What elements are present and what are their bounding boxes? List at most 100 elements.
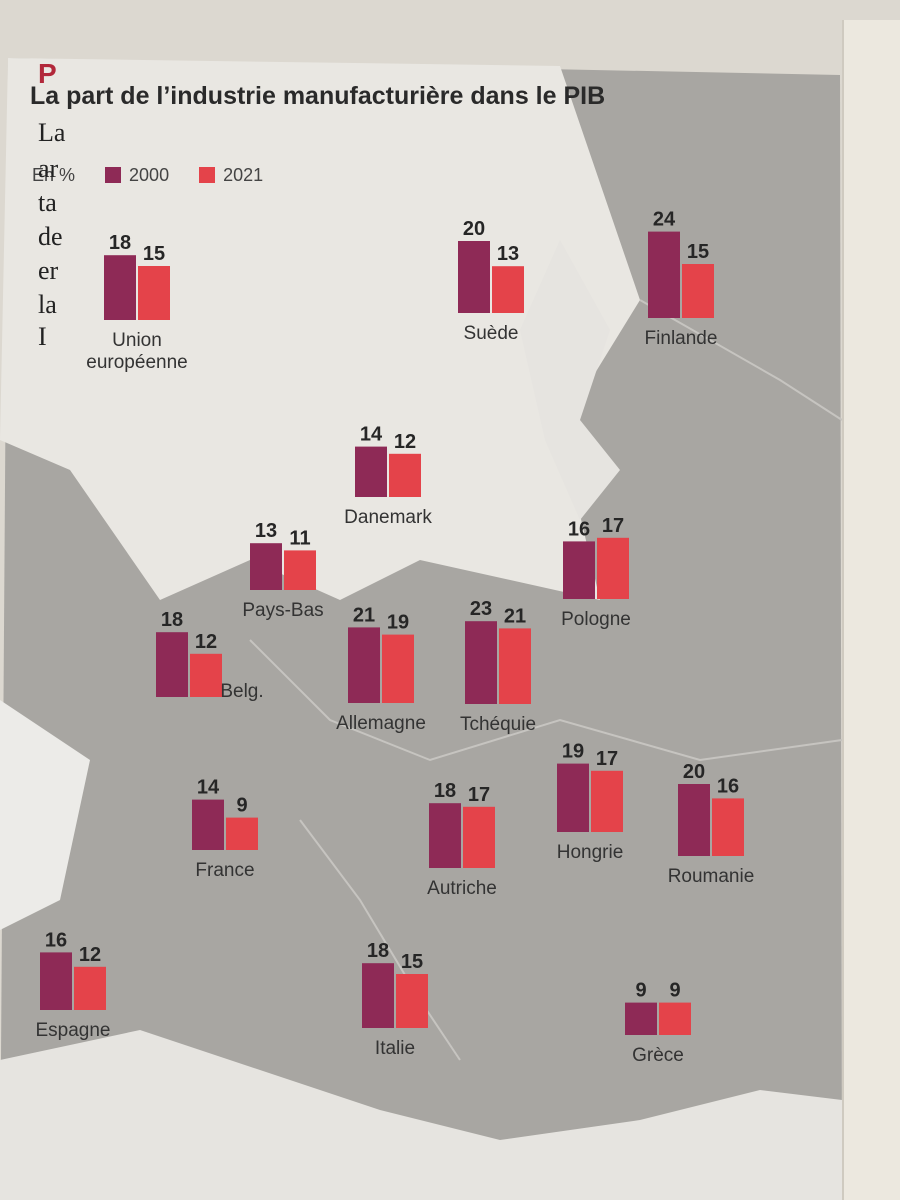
bar-group: 16 12 Espagne: [35, 929, 110, 1041]
bar-2000: [557, 763, 589, 832]
value-label-2000: 24: [653, 209, 676, 231]
bar-2000: [355, 446, 387, 497]
bar-2021: [463, 806, 495, 868]
country-label: Suède: [464, 323, 519, 344]
country-label: France: [195, 860, 254, 881]
bar-2000: [458, 241, 490, 313]
bar-group: 20 16 Roumanie: [668, 761, 755, 887]
bar-group: 16 17 Pologne: [561, 515, 631, 630]
bar-group: 19 17 Hongrie: [557, 741, 624, 863]
value-label-2000: 23: [470, 598, 492, 620]
value-label-2021: 11: [289, 527, 310, 549]
value-label-2000: 18: [109, 232, 131, 254]
country-label: Espagne: [35, 1020, 110, 1041]
bar-group: 18 12 Belg.: [156, 609, 264, 702]
bar-2021: [138, 266, 170, 320]
bar-2000: [678, 784, 710, 856]
value-label-2000: 19: [562, 741, 584, 763]
bar-2000: [250, 543, 282, 590]
value-label-2000: 14: [197, 777, 220, 799]
value-label-2021: 16: [717, 775, 739, 797]
country-label: Tchéquie: [460, 714, 536, 735]
bar-2000: [563, 541, 595, 599]
value-label-2021: 9: [236, 795, 247, 817]
bar-2021: [190, 653, 222, 697]
country-label: Pologne: [561, 609, 631, 630]
value-label-2021: 17: [596, 748, 618, 770]
bar-2021: [499, 628, 531, 704]
country-label: européenne: [86, 352, 187, 373]
value-label-2000: 13: [255, 520, 277, 542]
bar-2021: [682, 264, 714, 318]
country-label: Grèce: [632, 1045, 684, 1066]
adjacent-article-column: [842, 20, 900, 1200]
country-label: Hongrie: [557, 842, 624, 863]
value-label-2000: 14: [360, 424, 383, 446]
bar-group: 18 17 Autriche: [427, 780, 497, 899]
bar-2021: [284, 550, 316, 590]
value-label-2000: 9: [635, 980, 646, 1002]
bar-2021: [591, 770, 623, 832]
bar-group: 9 9 Grèce: [625, 980, 691, 1066]
value-label-2021: 19: [387, 612, 409, 634]
bar-2000: [625, 1002, 657, 1035]
bar-2000: [429, 803, 461, 868]
value-label-2000: 18: [161, 609, 183, 631]
bar-2000: [104, 255, 136, 320]
bar-2000: [362, 963, 394, 1028]
adjacent-text-fragment: de: [38, 222, 63, 251]
value-label-2021: 17: [468, 784, 490, 806]
value-label-2000: 21: [353, 604, 375, 626]
bar-2000: [156, 632, 188, 697]
bar-group: 14 9 France: [192, 777, 258, 881]
value-label-2021: 17: [602, 515, 624, 537]
value-label-2021: 15: [687, 241, 709, 263]
adjacent-text-fragment: er: [38, 256, 59, 285]
legend: En % 2000 2021: [32, 160, 263, 190]
bar-group: 13 11 Pays-Bas: [242, 520, 323, 621]
bar-2021: [389, 453, 421, 497]
value-label-2021: 13: [497, 243, 519, 265]
adjacent-text-fragment: ta: [38, 188, 57, 217]
legend-label-2000: 2000: [129, 164, 170, 185]
legend-label-2021: 2021: [223, 164, 264, 185]
value-label-2021: 12: [79, 944, 101, 966]
bar-2021: [712, 798, 744, 856]
country-label: Pays-Bas: [242, 600, 323, 621]
bar-2000: [648, 231, 680, 318]
value-label-2021: 15: [401, 951, 423, 973]
value-label-2000: 16: [568, 518, 590, 540]
country-label: Union: [112, 330, 162, 351]
bar-2021: [396, 974, 428, 1028]
bar-group: 23 21 Tchéquie: [460, 598, 536, 735]
value-label-2000: 18: [367, 940, 389, 962]
bar-group: 21 19 Allemagne: [336, 604, 426, 734]
value-label-2021: 15: [143, 243, 165, 265]
bar-2000: [192, 799, 224, 850]
adjacent-text-fragment: ar: [38, 154, 59, 183]
value-label-2000: 16: [45, 929, 67, 951]
country-label: Danemark: [344, 507, 432, 528]
country-label: Allemagne: [336, 713, 426, 734]
bar-2021: [492, 266, 524, 313]
bar-2021: [74, 966, 106, 1010]
bar-2000: [40, 952, 72, 1010]
adjacent-text-fragment: la: [38, 290, 57, 319]
country-label: Finlande: [645, 328, 718, 349]
value-label-2021: 9: [669, 980, 680, 1002]
country-label: Autriche: [427, 878, 497, 899]
bar-group: 18 15 Italie: [362, 940, 428, 1059]
bar-2000: [465, 621, 497, 704]
chart-title: La part de l’industrie manufacturière da…: [30, 82, 606, 110]
country-label: Belg.: [220, 681, 263, 702]
adjacent-article-heading: P: [38, 58, 57, 89]
country-label: Roumanie: [668, 866, 755, 887]
value-label-2021: 12: [195, 631, 217, 653]
country-label: Italie: [375, 1038, 415, 1059]
bar-2000: [348, 627, 380, 703]
bar-2021: [597, 537, 629, 599]
legend-swatch-2000: [105, 167, 122, 183]
bar-2021: [382, 634, 414, 703]
